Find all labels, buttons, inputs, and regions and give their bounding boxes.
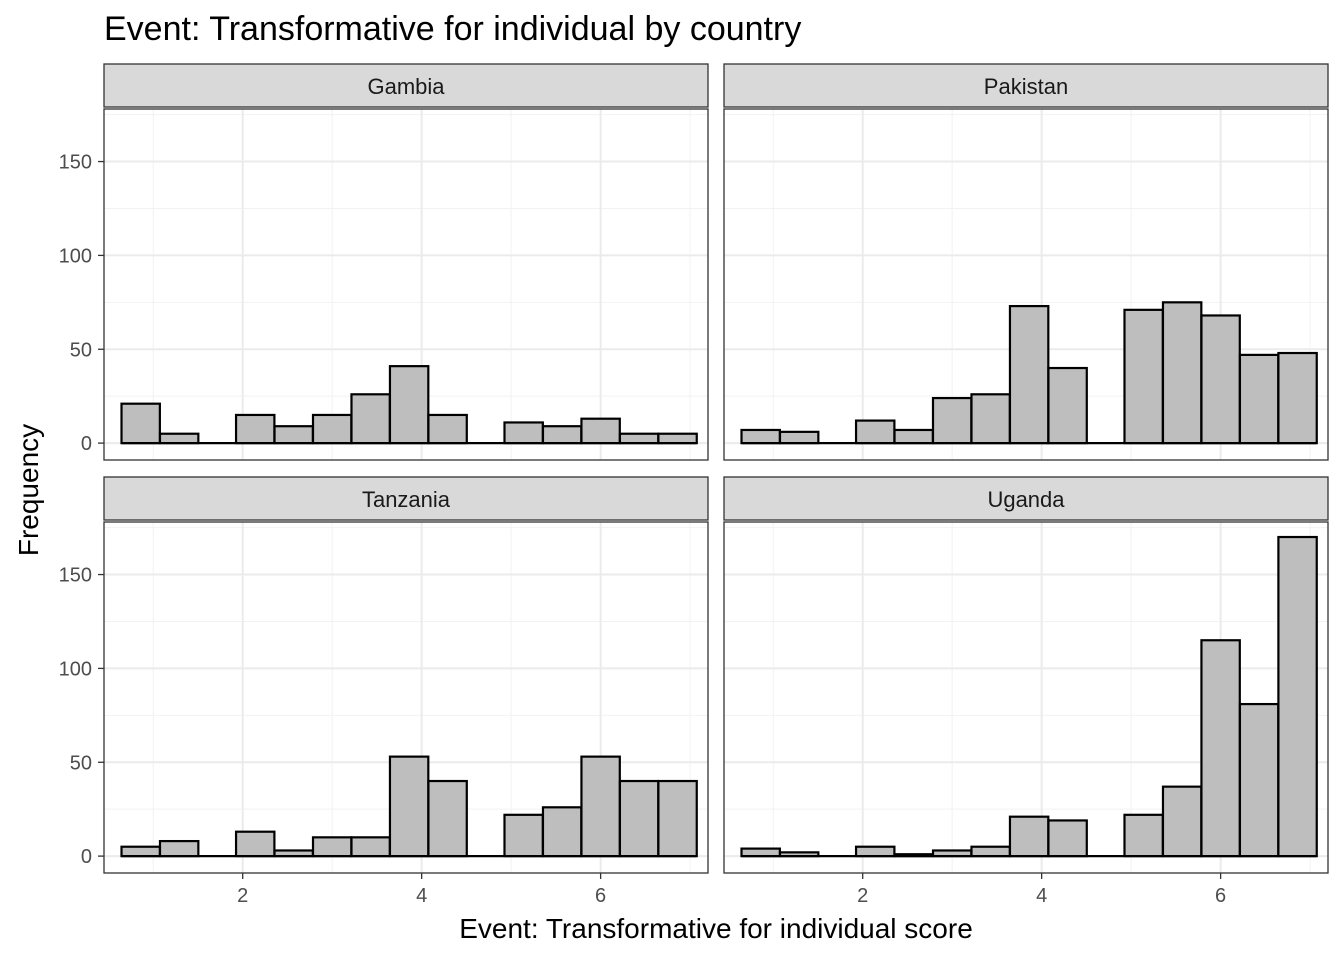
bar-gambia-4 (273, 425, 314, 445)
bar-pakistan-1 (778, 430, 820, 445)
strip-label-uganda: Uganda (987, 487, 1065, 512)
bar-gambia-6 (350, 393, 391, 445)
bar-uganda-12 (1200, 639, 1241, 858)
bar-gambia-10 (503, 421, 544, 445)
strip-uganda (723, 476, 1329, 521)
bar-tanzania-13 (618, 779, 660, 858)
bar-gambia-12 (580, 417, 621, 445)
x-tick-label: 2 (857, 885, 868, 907)
panel-border (103, 521, 709, 874)
bar-uganda-0 (740, 847, 781, 858)
bar-pakistan-14 (1277, 351, 1318, 445)
strip-tanzania (103, 476, 709, 521)
x-tick-label: 6 (1215, 885, 1226, 907)
bar-uganda-10 (1123, 813, 1164, 858)
x-tick-label: 2 (237, 885, 248, 907)
y-axis-title: Frequency (13, 424, 44, 556)
strip-label-pakistan: Pakistan (984, 74, 1068, 99)
y-tick-label: 0 (81, 846, 92, 868)
y-tick-label: 150 (59, 565, 92, 587)
bar-gambia-8 (427, 413, 468, 445)
bar-pakistan-0 (740, 428, 781, 445)
x-tick-label: 4 (1036, 885, 1047, 907)
bar-pakistan-3 (854, 419, 896, 445)
bar-uganda-14 (1277, 535, 1318, 858)
y-tick-label: 0 (81, 433, 92, 455)
bar-tanzania-10 (503, 813, 544, 858)
bar-tanzania-12 (580, 755, 621, 858)
bar-pakistan-11 (1161, 301, 1203, 445)
bar-uganda-13 (1238, 702, 1280, 858)
y-tick-label: 50 (70, 339, 92, 361)
bar-gambia-14 (657, 432, 698, 445)
bar-uganda-3 (854, 845, 896, 858)
bar-tanzania-5 (311, 836, 353, 858)
bar-uganda-8 (1047, 819, 1088, 858)
panel-border (723, 108, 1329, 461)
bar-pakistan-12 (1200, 314, 1241, 445)
bar-pakistan-10 (1123, 308, 1164, 445)
y-tick-label: 50 (70, 752, 92, 774)
x-tick-label: 4 (416, 885, 427, 907)
bar-pakistan-13 (1238, 353, 1280, 445)
y-tick-label: 100 (59, 245, 92, 267)
bar-gambia-1 (158, 432, 200, 445)
panel-gambia: Gambia 0 50 100 150 (59, 63, 709, 461)
bar-gambia-5 (311, 413, 353, 445)
bar-tanzania-0 (120, 845, 161, 858)
bar-tanzania-7 (388, 755, 430, 858)
panels-group: Gambia 0 50 100 150 Pakistan Tanzania 0 50 100 150… (59, 63, 1329, 907)
strip-gambia (103, 63, 709, 108)
bar-uganda-7 (1008, 815, 1050, 858)
bar-tanzania-11 (541, 806, 583, 858)
strip-label-gambia: Gambia (367, 74, 445, 99)
bar-tanzania-8 (427, 779, 468, 858)
strip-pakistan (723, 63, 1329, 108)
bar-gambia-0 (120, 402, 161, 445)
bar-gambia-11 (541, 425, 583, 445)
bar-uganda-11 (1161, 785, 1203, 858)
y-tick-label: 150 (59, 152, 92, 174)
bar-uganda-6 (970, 845, 1011, 858)
bar-tanzania-1 (158, 839, 200, 858)
x-tick-label: 6 (595, 885, 606, 907)
bar-tanzania-3 (234, 830, 276, 858)
panel-border (723, 521, 1329, 874)
bar-tanzania-14 (657, 779, 698, 858)
bar-gambia-3 (234, 413, 276, 445)
bar-pakistan-5 (931, 396, 973, 445)
panel-tanzania: Tanzania 0 50 100 150 2 4 6 (59, 476, 709, 907)
x-axis-title: Event: Transformative for individual sco… (459, 913, 973, 944)
panel-border (103, 108, 709, 461)
panel-uganda: Uganda 2 4 6 (723, 476, 1329, 907)
bar-pakistan-7 (1008, 304, 1050, 445)
bar-gambia-13 (618, 432, 660, 445)
strip-label-tanzania: Tanzania (362, 487, 451, 512)
bar-gambia-7 (388, 365, 430, 445)
panel-pakistan: Pakistan (723, 63, 1329, 461)
chart-title: Event: Transformative for individual by … (104, 10, 801, 48)
bar-pakistan-4 (893, 428, 934, 445)
bar-pakistan-8 (1047, 366, 1088, 445)
bar-pakistan-6 (970, 393, 1011, 445)
y-tick-label: 100 (59, 658, 92, 680)
bar-tanzania-6 (350, 836, 391, 858)
